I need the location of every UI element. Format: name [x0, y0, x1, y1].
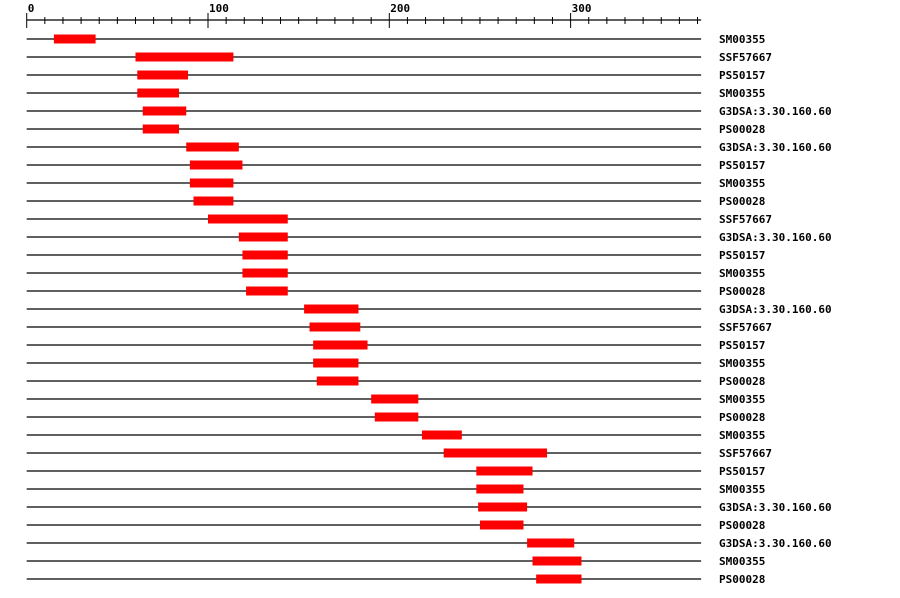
domain-label: SSF57667	[719, 447, 772, 460]
domain-label: PS50157	[719, 69, 765, 82]
domain-bar	[421, 430, 462, 440]
domain-bar	[532, 556, 582, 566]
domain-bar	[142, 124, 179, 134]
domain-bar	[53, 34, 96, 44]
domain-label: SM00355	[719, 33, 765, 46]
domain-label: PS50157	[719, 339, 765, 352]
domain-bar	[313, 358, 359, 368]
domain-bar	[238, 232, 288, 242]
domain-label: G3DSA:3.30.160.60	[719, 141, 832, 154]
domain-bar	[186, 142, 239, 152]
tick-label: 100	[209, 2, 229, 15]
domain-bar	[189, 178, 234, 188]
domain-label: SSF57667	[719, 213, 772, 226]
domain-label: G3DSA:3.30.160.60	[719, 231, 832, 244]
domain-bar	[135, 52, 234, 62]
domain-bar	[371, 394, 419, 404]
domain-label: SSF57667	[719, 51, 772, 64]
tick-label: 200	[390, 2, 410, 15]
domain-bar	[242, 250, 288, 260]
domain-bar	[137, 70, 189, 80]
domain-label: G3DSA:3.30.160.60	[719, 105, 832, 118]
domain-label: SSF57667	[719, 321, 772, 334]
domain-bar	[142, 106, 187, 116]
domain-bar	[476, 466, 533, 476]
domain-label: PS00028	[719, 285, 765, 298]
domain-label: PS00028	[719, 573, 765, 586]
domain-bar	[476, 484, 524, 494]
domain-label: SM00355	[719, 177, 765, 190]
domain-bar	[189, 160, 243, 170]
domain-bar	[478, 502, 528, 512]
domain-label: PS50157	[719, 249, 765, 262]
domain-label: G3DSA:3.30.160.60	[719, 537, 832, 550]
tick-label: 0	[28, 2, 35, 15]
domain-bar	[374, 412, 419, 422]
domain-label: SM00355	[719, 393, 765, 406]
domain-label: SM00355	[719, 429, 765, 442]
tick-label: 300	[572, 2, 592, 15]
domain-label: PS00028	[719, 411, 765, 424]
domain-label: PS00028	[719, 195, 765, 208]
domain-bar	[527, 538, 575, 548]
domain-bar	[137, 88, 179, 98]
domain-bar	[313, 340, 368, 350]
domain-label: PS00028	[719, 519, 765, 532]
domain-label: PS00028	[719, 123, 765, 136]
domain-bar	[242, 268, 288, 278]
domain-label: SM00355	[719, 357, 765, 370]
domain-bar	[536, 574, 582, 584]
domain-label: PS00028	[719, 375, 765, 388]
domain-bar	[309, 322, 361, 332]
domain-bar	[246, 286, 288, 296]
domain-label: SM00355	[719, 555, 765, 568]
domain-label: G3DSA:3.30.160.60	[719, 303, 832, 316]
domain-label: SM00355	[719, 267, 765, 280]
domain-label: PS50157	[719, 465, 765, 478]
domain-bar	[193, 196, 234, 206]
domain-label: SM00355	[719, 87, 765, 100]
domain-label: SM00355	[719, 483, 765, 496]
domain-bar	[304, 304, 359, 314]
domain-label: PS50157	[719, 159, 765, 172]
domain-bar	[208, 214, 288, 224]
domain-bar	[443, 448, 548, 458]
domain-bar	[316, 376, 359, 386]
domain-bar	[479, 520, 524, 530]
domain-label: G3DSA:3.30.160.60	[719, 501, 832, 514]
